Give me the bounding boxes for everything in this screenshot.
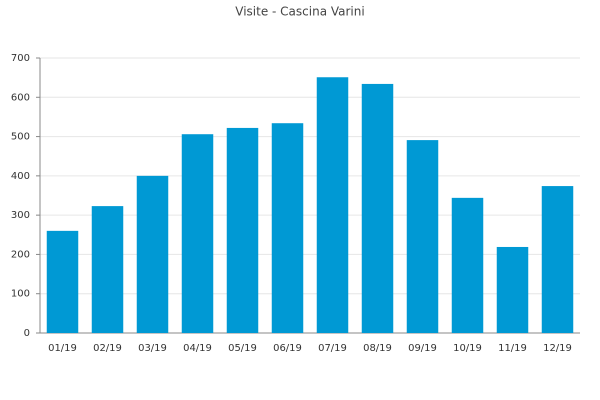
bar — [271, 123, 304, 333]
x-tick-label: 12/19 — [543, 343, 572, 354]
bar — [46, 230, 79, 333]
x-tick-label: 02/19 — [93, 343, 122, 354]
x-tick-label: 03/19 — [138, 343, 167, 354]
bar — [136, 175, 169, 333]
chart-title: Visite - Cascina Varini — [235, 5, 364, 19]
bar — [226, 127, 259, 333]
x-tick-label: 08/19 — [363, 343, 392, 354]
y-tick-label: 400 — [11, 171, 30, 182]
y-tick-label: 0 — [24, 328, 30, 339]
bar — [361, 83, 394, 333]
x-tick-label: 05/19 — [228, 343, 257, 354]
y-tick-label: 500 — [11, 132, 30, 143]
x-tick-label: 10/19 — [453, 343, 482, 354]
bar — [496, 246, 529, 333]
y-tick-label: 300 — [11, 210, 30, 221]
bar — [181, 134, 214, 333]
x-tick-label: 09/19 — [408, 343, 437, 354]
y-tick-label: 200 — [11, 249, 30, 260]
x-tick-label: 11/19 — [498, 343, 527, 354]
x-tick-label: 04/19 — [183, 343, 212, 354]
y-tick-label: 700 — [11, 53, 30, 64]
x-tick-label: 07/19 — [318, 343, 347, 354]
x-tick-label: 01/19 — [48, 343, 77, 354]
bar — [451, 197, 484, 333]
bar — [91, 206, 124, 333]
x-tick-label: 06/19 — [273, 343, 302, 354]
y-tick-label: 600 — [11, 92, 30, 103]
bar — [541, 186, 574, 333]
bar — [316, 77, 349, 333]
y-tick-label: 100 — [11, 289, 30, 300]
bar — [406, 140, 439, 333]
